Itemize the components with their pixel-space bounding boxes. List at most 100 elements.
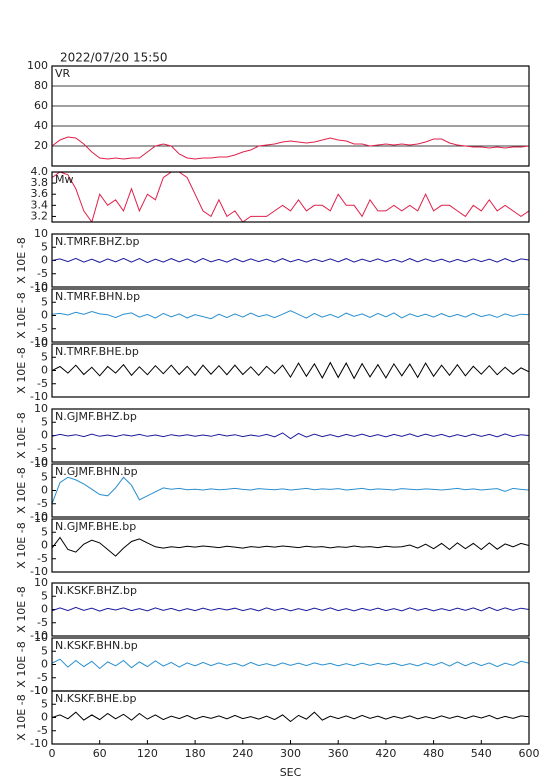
panel-label: VR bbox=[55, 67, 71, 80]
y-tick-label: -10 bbox=[30, 335, 48, 348]
y-tick-label: -5 bbox=[37, 322, 48, 335]
trace bbox=[52, 476, 529, 504]
panel-frame bbox=[51, 171, 530, 223]
y-tick-label: 10 bbox=[34, 684, 48, 697]
y-tick-label: 4.0 bbox=[31, 165, 49, 178]
panel-label: N.KSKF.BHN.bp bbox=[55, 639, 138, 652]
trace bbox=[52, 658, 529, 670]
panel-frame bbox=[51, 233, 530, 288]
panel-label: N.KSKF.BHE.bp bbox=[55, 692, 136, 705]
x-tick-label: 240 bbox=[232, 747, 253, 760]
y-tick-label: 0 bbox=[41, 309, 48, 322]
x-tick-label: 0 bbox=[49, 747, 56, 760]
y-tick-label: 100 bbox=[27, 59, 48, 72]
y-axis-label: X 10E -8 bbox=[15, 522, 28, 568]
trace bbox=[52, 606, 529, 612]
y-tick-label: 40 bbox=[34, 119, 48, 132]
y-tick-label: -10 bbox=[30, 455, 48, 468]
y-tick-label: -10 bbox=[30, 684, 48, 697]
y-axis-label: X 10E -8 bbox=[15, 412, 28, 458]
x-tick-label: 420 bbox=[375, 747, 396, 760]
y-tick-label: 5 bbox=[41, 240, 48, 253]
y-axis-label: X 10E -8 bbox=[15, 467, 28, 513]
y-tick-label: 0 bbox=[41, 429, 48, 442]
panel-frame bbox=[51, 463, 530, 518]
y-axis-label: X 10E -8 bbox=[15, 641, 28, 687]
y-tick-label: 0 bbox=[41, 603, 48, 616]
panel-frame bbox=[51, 408, 530, 463]
y-tick-label: -5 bbox=[37, 671, 48, 684]
y-tick-label: 10 bbox=[34, 457, 48, 470]
x-tick-label: 600 bbox=[519, 747, 540, 760]
panel-label: Mw bbox=[55, 173, 74, 186]
trace bbox=[52, 172, 529, 222]
y-tick-label: -5 bbox=[37, 616, 48, 629]
y-tick-label: 0 bbox=[41, 711, 48, 724]
y-tick-label: 0 bbox=[41, 254, 48, 267]
y-tick-label: 10 bbox=[34, 631, 48, 644]
y-tick-label: 80 bbox=[34, 79, 48, 92]
y-tick-label: 3.2 bbox=[31, 209, 49, 222]
x-tick-label: 480 bbox=[423, 747, 444, 760]
y-tick-label: 0 bbox=[41, 658, 48, 671]
panel-label: N.TMRF.BHZ.bp bbox=[55, 235, 139, 248]
y-tick-label: 5 bbox=[41, 525, 48, 538]
y-tick-label: -10 bbox=[30, 737, 48, 750]
y-tick-label: -5 bbox=[37, 442, 48, 455]
y-tick-label: -5 bbox=[37, 497, 48, 510]
y-tick-label: -10 bbox=[30, 565, 48, 578]
x-tick-label: 360 bbox=[328, 747, 349, 760]
y-tick-label: 5 bbox=[41, 589, 48, 602]
x-tick-label: 180 bbox=[185, 747, 206, 760]
panel-frame bbox=[51, 582, 530, 637]
y-tick-label: 5 bbox=[41, 644, 48, 657]
y-tick-label: -5 bbox=[37, 267, 48, 280]
y-tick-label: 3.8 bbox=[31, 176, 49, 189]
y-tick-label: 0 bbox=[41, 539, 48, 552]
y-tick-label: 5 bbox=[41, 470, 48, 483]
y-tick-label: -10 bbox=[30, 280, 48, 293]
x-tick-label: 120 bbox=[137, 747, 158, 760]
trace bbox=[52, 711, 529, 723]
y-tick-label: -5 bbox=[37, 552, 48, 565]
y-tick-label: 10 bbox=[34, 282, 48, 295]
y-tick-label: 0 bbox=[41, 484, 48, 497]
y-tick-label: 10 bbox=[34, 512, 48, 525]
y-tick-label: 5 bbox=[41, 697, 48, 710]
x-axis-label: SEC bbox=[280, 766, 302, 779]
y-tick-label: 10 bbox=[34, 576, 48, 589]
y-tick-label: -10 bbox=[30, 629, 48, 642]
panel-frame bbox=[51, 65, 530, 167]
y-tick-label: 20 bbox=[34, 139, 48, 152]
y-tick-label: 3.4 bbox=[31, 198, 49, 211]
y-tick-label: -5 bbox=[37, 377, 48, 390]
panel-label: N.GJMF.BHE.bp bbox=[55, 520, 136, 533]
y-axis-label: X 10E -8 bbox=[15, 694, 28, 740]
y-tick-label: -10 bbox=[30, 510, 48, 523]
trace bbox=[52, 432, 529, 440]
panel-label: N.TMRF.BHN.bp bbox=[55, 290, 140, 303]
panel-frame bbox=[51, 343, 530, 398]
trace bbox=[52, 310, 529, 320]
y-axis-label: X 10E -8 bbox=[15, 586, 28, 632]
panel-label: N.GJMF.BHN.bp bbox=[55, 465, 138, 478]
trace bbox=[52, 536, 529, 557]
trace bbox=[52, 136, 529, 160]
x-tick-label: 60 bbox=[93, 747, 107, 760]
y-tick-label: 60 bbox=[34, 99, 48, 112]
y-tick-label: 10 bbox=[34, 227, 48, 240]
y-tick-label: 5 bbox=[41, 295, 48, 308]
panel-label: N.TMRF.BHE.bp bbox=[55, 345, 139, 358]
y-tick-label: 10 bbox=[34, 337, 48, 350]
y-tick-label: 0 bbox=[41, 364, 48, 377]
y-tick-label: -5 bbox=[37, 724, 48, 737]
panel-label: N.KSKF.BHZ.bp bbox=[55, 584, 137, 597]
panel-label: N.GJMF.BHZ.bp bbox=[55, 410, 137, 423]
panel-frame bbox=[51, 288, 530, 343]
trace bbox=[52, 257, 529, 264]
y-tick-label: 5 bbox=[41, 415, 48, 428]
panel-frame bbox=[51, 518, 530, 573]
y-tick-label: 3.6 bbox=[31, 187, 49, 200]
x-tick-label: 540 bbox=[471, 747, 492, 760]
